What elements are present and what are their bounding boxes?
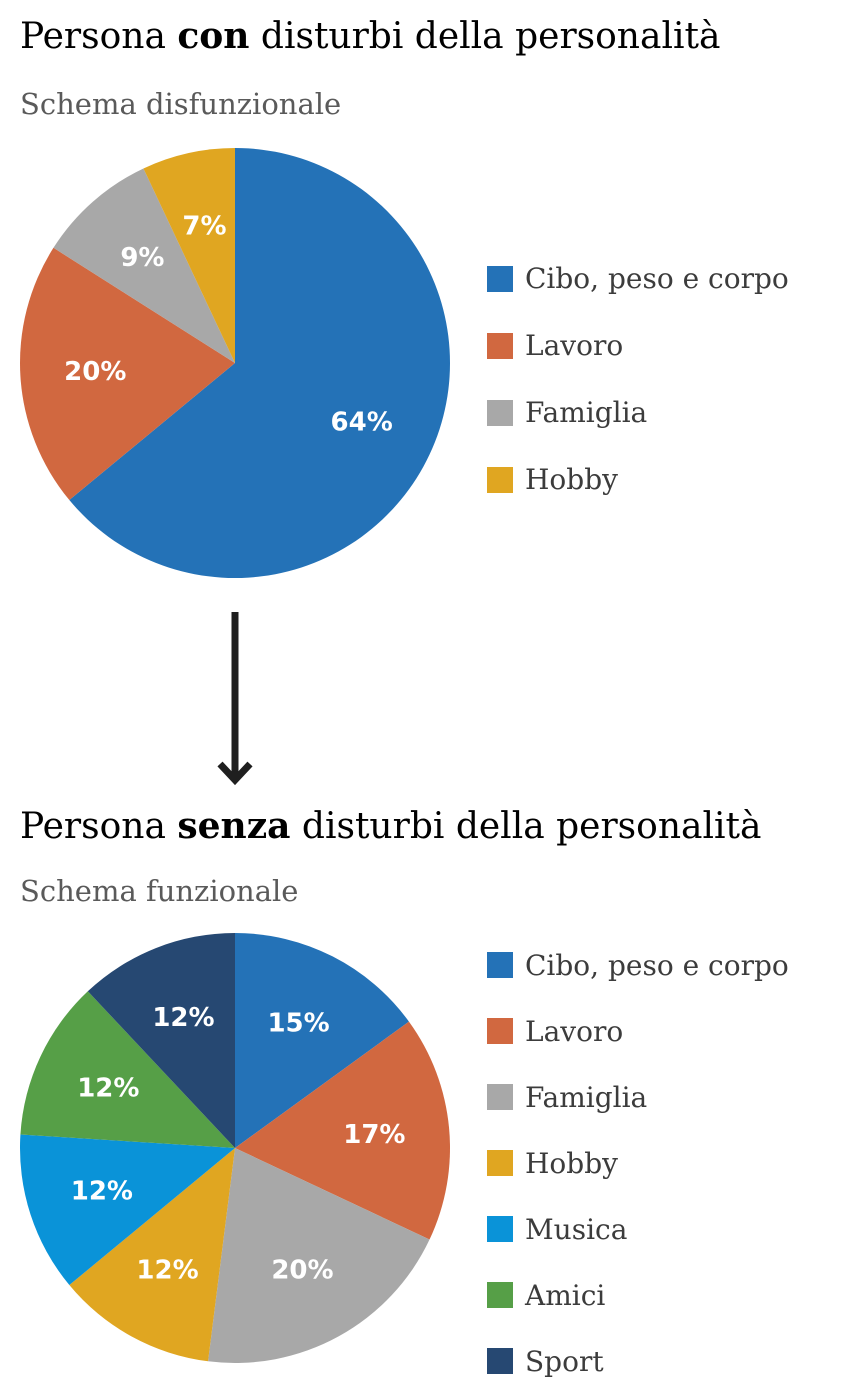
chart2-slice-label: 15% xyxy=(267,1008,329,1038)
chart2-legend-swatch xyxy=(487,1084,513,1110)
chart2-slice-famiglia xyxy=(208,1148,430,1363)
chart2-legend-item: Cibo, peso e corpo xyxy=(487,932,789,998)
chart1-legend: Cibo, peso e corpo Lavoro Famiglia Hobby xyxy=(487,245,789,513)
chart2-slice-cibo-peso-e-corpo xyxy=(235,933,409,1148)
chart2-legend-label: Lavoro xyxy=(525,1014,624,1048)
chart1-legend-label: Famiglia xyxy=(525,396,648,429)
chart1-slice-label: 20% xyxy=(64,357,126,387)
chart2-slice-sport xyxy=(87,933,235,1148)
chart2-legend-item: Sport xyxy=(487,1328,789,1394)
chart2-slice-lavoro xyxy=(235,1021,450,1240)
chart2-legend-label: Cibo, peso e corpo xyxy=(525,948,789,982)
chart2-legend-item: Amici xyxy=(487,1262,789,1328)
chart2-legend-label: Amici xyxy=(525,1278,606,1312)
chart1-legend-swatch xyxy=(487,399,513,426)
chart2-subtitle: Schema funzionale xyxy=(20,874,299,908)
chart1-legend-item: Cibo, peso e corpo xyxy=(487,245,789,312)
chart2-slice-label: 12% xyxy=(77,1073,139,1103)
chart1-legend-item: Lavoro xyxy=(487,312,789,379)
chart1-title-before: Persona xyxy=(20,16,178,57)
chart1-slice-label: 9% xyxy=(120,243,164,273)
chart1-legend-item: Hobby xyxy=(487,446,789,513)
chart2-slice-label: 12% xyxy=(136,1256,198,1286)
chart1-title-bold: con xyxy=(177,15,250,57)
chart2-legend-swatch xyxy=(487,1150,513,1176)
chart2-title: Persona senza disturbi della personalità xyxy=(20,808,761,845)
chart2-pie: 15% 17% 20% 12% 12% 12% 12% xyxy=(20,933,450,1363)
chart2-legend-item: Famiglia xyxy=(487,1064,789,1130)
chart2-title-before: Persona xyxy=(20,806,178,847)
chart1-legend-swatch xyxy=(487,332,513,359)
chart2-slice-label: 17% xyxy=(343,1120,405,1150)
chart2-legend-item: Musica xyxy=(487,1196,789,1262)
chart2-legend-item: Hobby xyxy=(487,1130,789,1196)
chart1-slice-hobby xyxy=(143,148,235,363)
chart2-legend-label: Famiglia xyxy=(525,1080,648,1114)
chart2-legend-item: Lavoro xyxy=(487,998,789,1064)
chart2-legend-swatch xyxy=(487,1348,513,1374)
chart1-legend-swatch xyxy=(487,265,513,292)
chart1-title-after: disturbi della personalità xyxy=(249,16,721,57)
chart2-slice-label: 12% xyxy=(71,1176,133,1206)
chart1-slice-lavoro xyxy=(20,247,236,501)
chart1-slice-label: 64% xyxy=(331,408,393,438)
arrow-down-icon xyxy=(217,612,253,786)
chart1-title: Persona con disturbi della personalità xyxy=(20,18,720,55)
chart1-slice-cibo-peso-e-corpo xyxy=(69,148,450,578)
chart2-legend-label: Musica xyxy=(525,1212,628,1246)
chart2-slice-musica xyxy=(20,1134,236,1286)
chart2-legend-label: Sport xyxy=(525,1344,604,1378)
chart2-legend-swatch xyxy=(487,1018,513,1044)
chart2-legend-swatch xyxy=(487,1216,513,1242)
chart2-slice-hobby xyxy=(69,1148,235,1362)
chart1-legend-label: Lavoro xyxy=(525,329,624,362)
chart1-legend-label: Cibo, peso e corpo xyxy=(525,262,789,295)
chart2-slice-label: 12% xyxy=(152,1003,214,1033)
arrow-head xyxy=(217,761,253,786)
chart2-slice-amici xyxy=(20,991,235,1148)
chart1-legend-label: Hobby xyxy=(525,463,618,496)
chart1-slice-famiglia xyxy=(53,168,235,363)
chart2-legend-swatch xyxy=(487,1282,513,1308)
chart2-legend: Cibo, peso e corpo Lavoro Famiglia Hobby Mus… xyxy=(487,932,789,1394)
chart2-title-after: disturbi della personalità xyxy=(290,806,762,847)
chart2-legend-swatch xyxy=(487,952,513,978)
chart1-pie: 64% 20% 9% 7% xyxy=(20,148,450,578)
chart1-legend-swatch xyxy=(487,466,513,493)
chart2-legend-label: Hobby xyxy=(525,1146,618,1180)
chart1-slice-label: 7% xyxy=(182,211,226,241)
chart2-slice-label: 20% xyxy=(271,1256,333,1286)
chart1-legend-item: Famiglia xyxy=(487,379,789,446)
chart2-title-bold: senza xyxy=(177,805,291,847)
chart1-subtitle: Schema disfunzionale xyxy=(20,87,342,121)
